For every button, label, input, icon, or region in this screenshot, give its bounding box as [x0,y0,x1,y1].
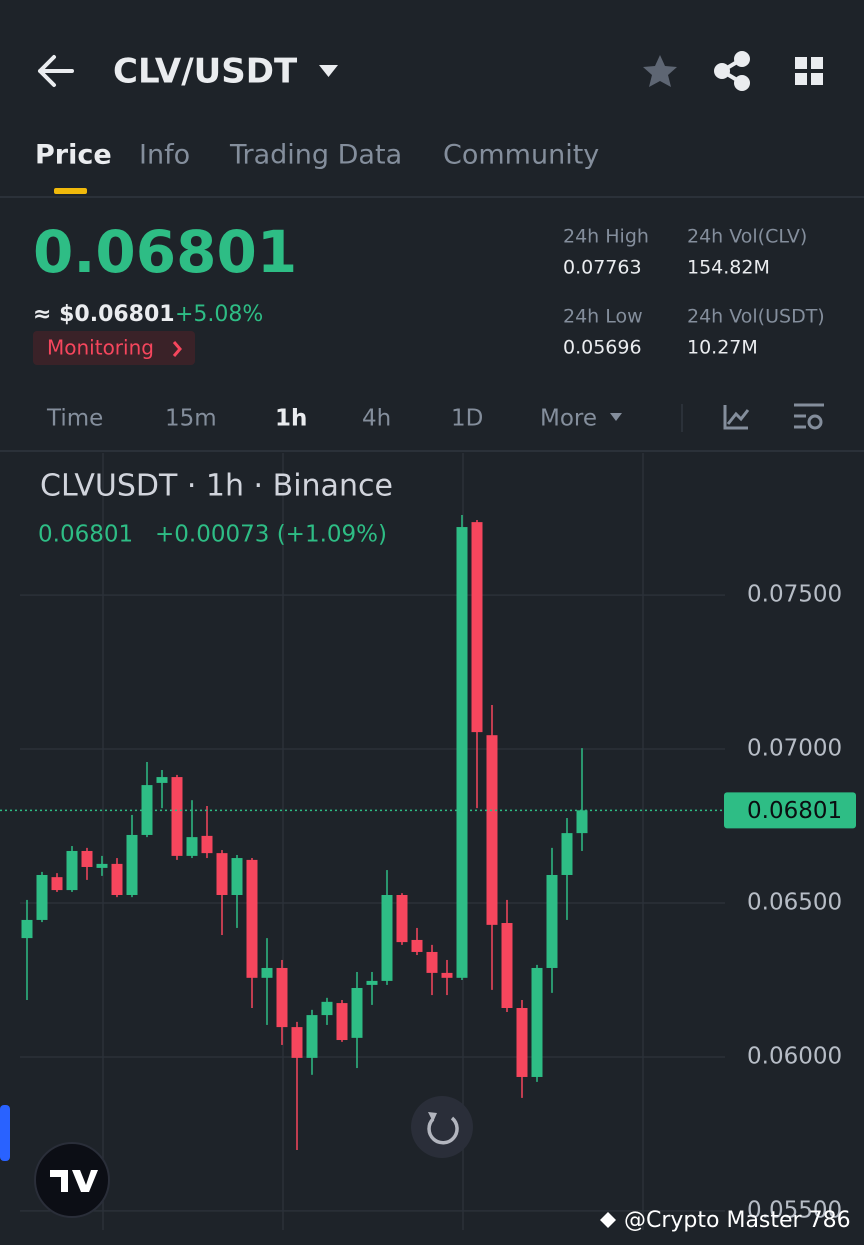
candle-body [81,850,93,867]
interval-tab[interactable]: 4h [362,406,391,432]
chart-title: CLVUSDT · 1h · Binance [40,469,393,504]
reset-button[interactable] [411,1096,473,1158]
watermark-icon [600,1212,616,1228]
interval-tab[interactable]: 15m [165,406,217,432]
candle-body [411,939,423,952]
settings-icon[interactable] [794,403,824,430]
candle-body [381,894,393,981]
favorite-icon[interactable] [643,55,677,87]
candle-body [276,967,288,1028]
last-price-tag [724,792,856,829]
tab[interactable]: Info [139,140,190,171]
candle-body [156,777,168,783]
candle-body [171,777,183,856]
candle-body [246,859,258,978]
interval-tab[interactable]: Time [46,406,103,432]
reset-icon [427,1116,459,1145]
tab[interactable]: Price [35,140,112,171]
candle-body [426,951,438,973]
tv-logo[interactable] [34,1142,110,1218]
indicator-icon[interactable] [723,405,750,430]
stat-value: 0.05696 [563,337,642,359]
share-icon[interactable] [714,51,750,91]
candle-body [291,1027,303,1058]
watermark: @Crypto Master 786 [624,1208,851,1233]
stat-label: 24h Vol(CLV) [687,226,807,248]
candle-body [66,850,78,891]
stat-label: 24h Vol(USDT) [687,306,825,328]
candle-body [501,923,513,1008]
candle-body [576,810,588,834]
candle-body [96,863,108,868]
stat-label: 24h High [563,226,649,248]
side-tab[interactable] [0,1105,10,1161]
interval-tab[interactable]: More [540,406,597,432]
layout-icon[interactable] [795,57,823,85]
pair-title[interactable]: CLV/USDT [113,52,298,92]
stat-label: 24h Low [563,306,643,328]
candle-body [261,967,273,978]
stat-value: 154.82M [687,257,770,279]
candle-body [321,1001,333,1016]
chart-ohlc: 0.06801 [38,522,133,548]
active-tab-indicator [54,188,87,194]
tab[interactable]: Community [443,140,599,171]
price-change: +5.08% [175,302,263,327]
candle-body [561,833,573,875]
y-tick-label: 0.05500 [747,1197,842,1223]
last-price-label: 0.06801 [747,798,842,824]
y-tick-label: 0.06500 [747,890,842,916]
pair-dropdown[interactable] [319,65,338,77]
candle-body [111,863,123,895]
candle-body [531,967,543,1077]
candle-body [486,735,498,925]
chart-change: +0.00073 (+1.09%) [155,522,387,548]
candle-body [471,522,483,733]
interval-tab[interactable]: 1h [275,406,307,432]
candle-body [396,894,408,943]
y-tick-label: 0.06000 [747,1043,842,1069]
candle-body [336,1003,348,1041]
candle-body [231,858,243,895]
tab[interactable]: Trading Data [229,140,402,171]
y-tick-label: 0.07000 [747,736,842,762]
monitoring-text[interactable]: Monitoring [47,336,154,360]
stat-value: 0.07763 [563,257,642,279]
monitoring-badge[interactable] [33,331,195,365]
candle-body [546,874,558,968]
usd-price: ≈ $0.06801 [33,302,175,327]
candle-body [201,835,213,854]
stat-value: 10.27M [687,337,758,359]
candle-body [36,874,48,920]
tv-mark [50,1170,98,1192]
more-dropdown[interactable] [610,413,622,421]
candle-body [126,834,138,895]
candle-body [441,972,453,978]
candle-body [456,527,468,978]
reset-arrow [428,1112,437,1122]
candle-body [186,837,198,856]
candle-body [366,980,378,985]
chevron [172,341,182,357]
y-tick-label: 0.07500 [747,582,842,608]
candle-body [516,1007,528,1077]
last-price: 0.06801 [33,218,297,286]
candle-body [306,1015,318,1058]
candle-body [21,919,33,939]
candle-body [51,877,63,891]
candle-body [351,987,363,1038]
candle-body [216,853,228,895]
interval-tab[interactable]: 1D [451,406,483,432]
back-button[interactable] [38,55,74,87]
